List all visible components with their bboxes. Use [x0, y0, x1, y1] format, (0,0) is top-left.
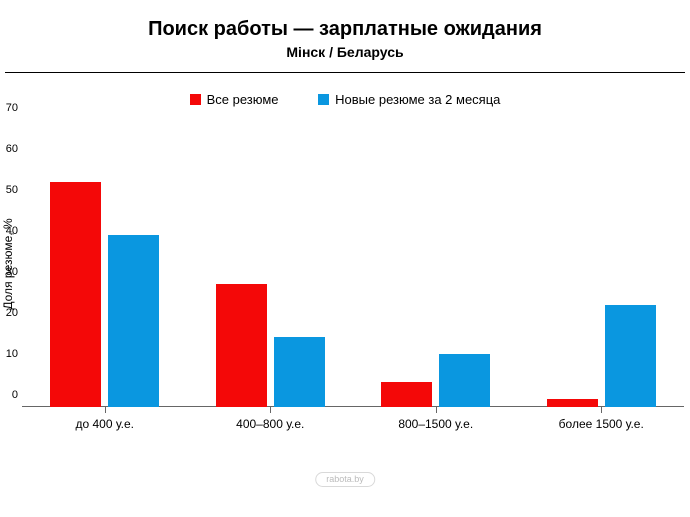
bar: [108, 235, 159, 407]
x-tick-label: 800–1500 у.е.: [398, 417, 473, 431]
x-tick: [270, 407, 271, 413]
x-tick: [105, 407, 106, 413]
bar: [216, 284, 267, 407]
y-tick-label: 0: [12, 389, 18, 401]
y-tick-label: 30: [6, 266, 18, 278]
chart-container: Поиск работы — зарплатные ожидания Мінск…: [0, 0, 690, 517]
legend-label: Все резюме: [207, 92, 279, 107]
chart-subtitle: Мінск / Беларусь: [0, 44, 690, 60]
bar: [547, 399, 598, 407]
y-tick-label: 50: [6, 184, 18, 196]
legend-swatch-1: [190, 94, 201, 105]
x-tick-label: 400–800 у.е.: [236, 417, 304, 431]
watermark-badge: rabota.by: [315, 472, 375, 487]
legend-label: Новые резюме за 2 месяца: [335, 92, 500, 107]
title-divider: [5, 72, 685, 73]
bar: [274, 337, 325, 407]
x-tick-label: более 1500 у.е.: [559, 417, 644, 431]
chart-title: Поиск работы — зарплатные ожидания: [0, 18, 690, 41]
x-tick: [436, 407, 437, 413]
y-tick-label: 60: [6, 143, 18, 155]
bar: [439, 354, 490, 407]
x-tick-label: до 400 у.е.: [75, 417, 134, 431]
y-tick-label: 20: [6, 307, 18, 319]
x-tick: [601, 407, 602, 413]
legend-item: Новые резюме за 2 месяца: [318, 92, 500, 107]
bar: [381, 382, 432, 407]
y-tick-label: 40: [6, 225, 18, 237]
plot-area: Доля резюме, % 010203040506070до 400 у.е…: [22, 120, 684, 407]
legend-swatch-2: [318, 94, 329, 105]
legend-item: Все резюме: [190, 92, 279, 107]
chart-legend: Все резюме Новые резюме за 2 месяца: [0, 92, 690, 108]
bar: [605, 305, 656, 408]
y-tick-label: 70: [6, 102, 18, 114]
y-tick-label: 10: [6, 348, 18, 360]
bar: [50, 182, 101, 408]
